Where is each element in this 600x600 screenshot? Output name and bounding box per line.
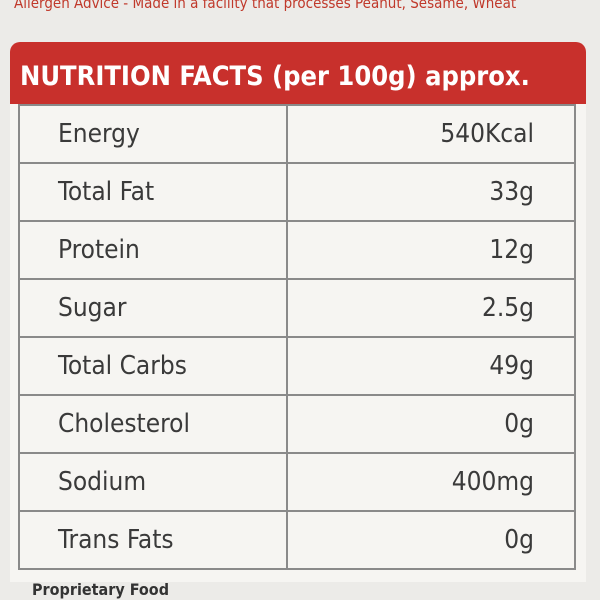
nutrient-name: Sodium	[18, 452, 288, 512]
table-row: Cholesterol 0g	[18, 394, 576, 454]
footer-text: Proprietary Food	[32, 580, 169, 599]
table-row: Total Carbs 49g	[18, 336, 576, 396]
nutrient-value: 2.5g	[286, 278, 576, 338]
table-row: Protein 12g	[18, 220, 576, 280]
nutrient-name: Sugar	[18, 278, 288, 338]
nutrient-name: Total Carbs	[18, 336, 288, 396]
nutrient-name: Protein	[18, 220, 288, 280]
table-row: Sodium 400mg	[18, 452, 576, 512]
nutrient-name: Cholesterol	[18, 394, 288, 454]
table-row: Energy 540Kcal	[18, 104, 576, 164]
nutrient-name: Energy	[18, 104, 288, 164]
table-title: NUTRITION FACTS (per 100g) approx.	[10, 42, 586, 104]
allergen-advice: Allergen Advice - Made in a facility tha…	[14, 0, 517, 12]
nutrient-value: 49g	[286, 336, 576, 396]
table-row: Total Fat 33g	[18, 162, 576, 222]
nutrient-value: 0g	[286, 510, 576, 570]
nutrient-name: Total Fat	[18, 162, 288, 222]
nutrient-value: 540Kcal	[286, 104, 576, 164]
nutrient-value: 33g	[286, 162, 576, 222]
table-row: Trans Fats 0g	[18, 510, 576, 570]
nutrition-table: Energy 540Kcal Total Fat 33g Protein 12g Sugar…	[18, 104, 576, 570]
nutrient-name: Trans Fats	[18, 510, 288, 570]
table-row: Sugar 2.5g	[18, 278, 576, 338]
nutrient-value: 400mg	[286, 452, 576, 512]
nutrient-value: 12g	[286, 220, 576, 280]
nutrient-value: 0g	[286, 394, 576, 454]
